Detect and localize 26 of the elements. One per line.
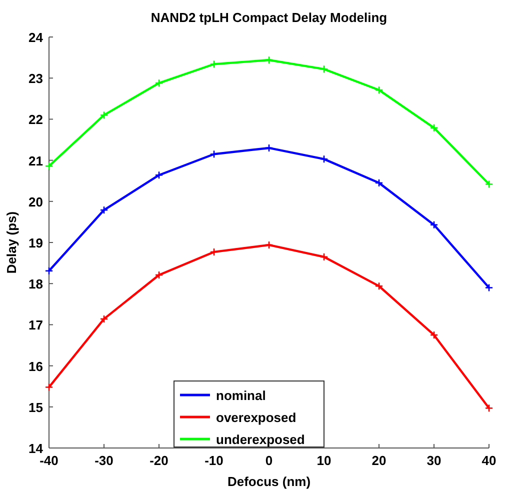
- y-tick-label: 21: [28, 153, 43, 168]
- legend-label: overexposed: [216, 410, 296, 425]
- y-tick-label: 18: [28, 276, 43, 292]
- y-tick-label: 16: [28, 358, 43, 374]
- legend-label: nominal: [216, 388, 266, 403]
- y-tick-label: 22: [28, 112, 43, 128]
- x-tick-label: 40: [482, 453, 496, 468]
- y-axis-title: Delay (ps): [4, 211, 19, 274]
- x-tick-label: -30: [94, 453, 114, 468]
- y-tick-label: 20: [28, 194, 43, 210]
- y-tick-label: 14: [28, 441, 44, 456]
- x-tick-label: 0: [265, 453, 273, 468]
- x-tick-label: -20: [150, 453, 168, 468]
- x-tick-label: -10: [204, 453, 224, 468]
- x-tick-label: -40: [40, 453, 58, 468]
- y-tick-label: 19: [28, 236, 43, 250]
- x-tick-label: 30: [426, 453, 442, 468]
- y-tick-label: 23: [28, 71, 43, 86]
- x-axis-title: Defocus (nm): [227, 474, 311, 489]
- y-tick-label: 17: [28, 318, 43, 333]
- x-tick-label: 10: [316, 453, 332, 468]
- y-tick-label: 24: [28, 30, 44, 45]
- y-tick-label: 15: [28, 400, 43, 415]
- x-tick-label: 20: [372, 453, 386, 468]
- legend-label: underexposed: [216, 432, 305, 447]
- chart-title: NAND2 tpLH Compact Delay Modeling: [150, 10, 388, 25]
